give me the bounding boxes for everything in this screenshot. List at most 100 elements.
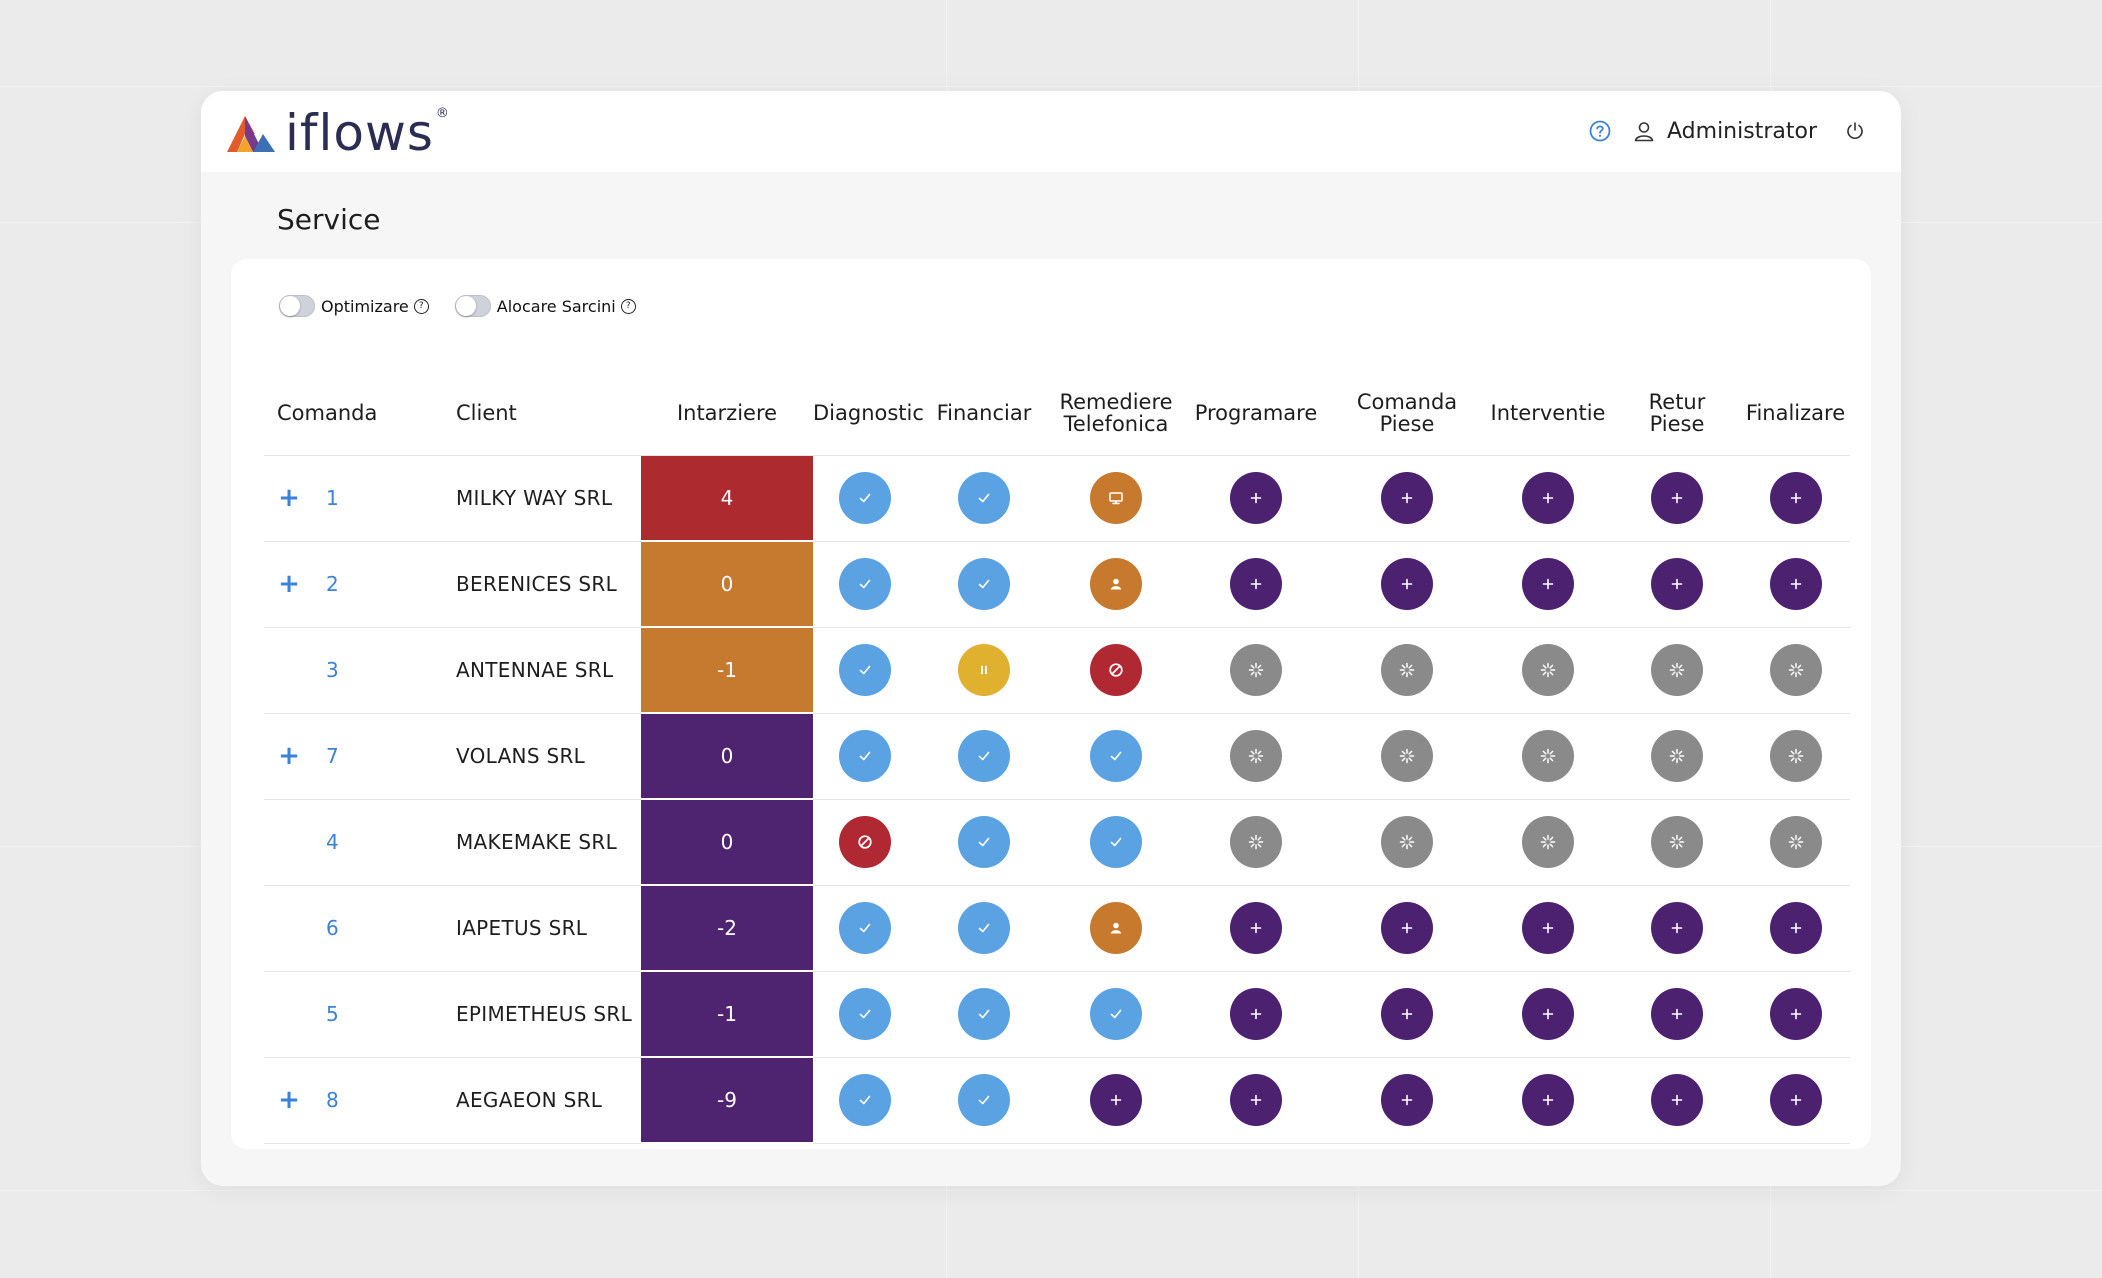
status-add-button[interactable] — [1381, 472, 1433, 525]
status-add-button[interactable] — [1769, 988, 1822, 1040]
order-link[interactable]: 2 — [326, 572, 339, 596]
check-icon — [978, 579, 990, 589]
status-loading-button[interactable] — [1381, 644, 1433, 696]
power-icon[interactable] — [1845, 121, 1865, 141]
status-loading-button[interactable] — [1769, 730, 1822, 782]
status-person-button[interactable] — [1090, 902, 1142, 954]
status-done-button[interactable] — [839, 1074, 891, 1126]
status-done-button[interactable] — [958, 558, 1010, 610]
status-add-button[interactable] — [1522, 558, 1574, 610]
status-done-button[interactable] — [839, 988, 891, 1040]
status-done-button[interactable] — [958, 988, 1010, 1040]
client-name: IAPETUS SRL — [443, 885, 641, 972]
status-add-button[interactable] — [1651, 558, 1703, 610]
status-add-button[interactable] — [1769, 902, 1822, 954]
order-link[interactable]: 7 — [326, 744, 339, 768]
status-add-button[interactable] — [1381, 558, 1433, 610]
status-add-button[interactable] — [1651, 1074, 1703, 1126]
plus-icon — [1110, 1094, 1122, 1106]
status-add-button[interactable] — [1522, 1074, 1574, 1126]
help-icon[interactable]: ? — [413, 298, 429, 314]
page-title: Service — [277, 203, 381, 236]
status-done-button[interactable] — [958, 472, 1010, 525]
status-add-button[interactable] — [1769, 472, 1822, 525]
status-done-button[interactable] — [958, 730, 1010, 782]
toggle-optimizare[interactable]: Optimizare? — [279, 295, 429, 317]
status-add-button[interactable] — [1522, 472, 1574, 525]
status-add-button[interactable] — [1769, 558, 1822, 610]
order-link[interactable]: 4 — [326, 830, 339, 854]
status-add-button[interactable] — [1090, 1074, 1142, 1126]
status-done-button[interactable] — [839, 644, 891, 696]
status-add-button[interactable] — [1230, 1074, 1282, 1126]
status-add-button[interactable] — [1522, 902, 1574, 954]
status-add-button[interactable] — [1651, 988, 1703, 1040]
status-loading-button[interactable] — [1381, 816, 1433, 868]
spinner-icon — [1399, 748, 1415, 764]
order-link[interactable]: 5 — [326, 1002, 339, 1026]
toggle-switch[interactable] — [279, 295, 315, 317]
status-add-button[interactable] — [1230, 472, 1282, 525]
status-done-button[interactable] — [839, 902, 891, 954]
order-link[interactable]: 6 — [326, 916, 339, 940]
status-done-button[interactable] — [958, 902, 1010, 954]
status-loading-button[interactable] — [1769, 816, 1822, 868]
status-loading-button[interactable] — [1522, 730, 1574, 782]
status-add-button[interactable] — [1522, 988, 1574, 1040]
order-link[interactable]: 3 — [326, 658, 339, 682]
status-done-button[interactable] — [1090, 816, 1142, 868]
top-bar: iflows ® Administrator — [201, 91, 1901, 172]
status-loading-button[interactable] — [1522, 816, 1574, 868]
toggle-alocare-sarcini[interactable]: Alocare Sarcini? — [454, 295, 636, 317]
order-link[interactable]: 8 — [326, 1088, 339, 1112]
status-remote-button[interactable] — [1090, 472, 1142, 525]
status-loading-button[interactable] — [1230, 816, 1282, 868]
status-done-button[interactable] — [839, 558, 891, 610]
status-loading-button[interactable] — [1769, 644, 1822, 696]
expand-row-button[interactable]: + — [278, 741, 300, 771]
status-add-button[interactable] — [1230, 558, 1282, 610]
status-paused-button[interactable] — [958, 644, 1010, 696]
user-menu[interactable]: Administrator — [1633, 119, 1817, 144]
status-add-button[interactable] — [1769, 1074, 1822, 1126]
stage-cell-financiar — [917, 541, 1051, 628]
status-done-button[interactable] — [958, 816, 1010, 868]
status-loading-button[interactable] — [1651, 816, 1703, 868]
status-add-button[interactable] — [1230, 988, 1282, 1040]
status-add-button[interactable] — [1651, 472, 1703, 525]
status-add-button[interactable] — [1381, 988, 1433, 1040]
status-add-button[interactable] — [1651, 902, 1703, 954]
status-done-button[interactable] — [1090, 988, 1142, 1040]
status-loading-button[interactable] — [1522, 644, 1574, 696]
status-done-button[interactable] — [1090, 730, 1142, 782]
status-done-button[interactable] — [839, 730, 891, 782]
status-person-button[interactable] — [1090, 558, 1142, 610]
stage-cell-programare — [1181, 885, 1331, 972]
status-add-button[interactable] — [1230, 902, 1282, 954]
status-blocked-button[interactable] — [839, 816, 891, 868]
status-blocked-button[interactable] — [1090, 644, 1142, 696]
toggle-switch[interactable] — [454, 295, 491, 317]
expand-row-button[interactable]: + — [278, 483, 300, 514]
check-icon — [859, 751, 871, 761]
delay-value: -2 — [641, 885, 813, 972]
status-loading-button[interactable] — [1651, 730, 1703, 782]
help-icon[interactable]: ? — [620, 298, 636, 314]
status-add-button[interactable] — [1381, 902, 1433, 954]
order-link[interactable]: 1 — [326, 486, 339, 511]
status-done-button[interactable] — [839, 472, 891, 525]
stage-cell-finalizare — [1741, 455, 1850, 542]
help-circle-icon[interactable] — [1589, 120, 1611, 142]
status-add-button[interactable] — [1381, 1074, 1433, 1126]
expand-row-button[interactable]: + — [278, 1085, 300, 1115]
brand-logo[interactable]: iflows ® — [225, 105, 449, 161]
stage-cell-interventie — [1483, 713, 1613, 800]
user-name: Administrator — [1667, 118, 1817, 144]
status-loading-button[interactable] — [1651, 644, 1703, 696]
expand-row-button[interactable]: + — [278, 569, 300, 599]
status-loading-button[interactable] — [1230, 730, 1282, 782]
status-loading-button[interactable] — [1230, 644, 1282, 696]
status-loading-button[interactable] — [1381, 730, 1433, 782]
status-done-button[interactable] — [958, 1074, 1010, 1126]
delay-value: -1 — [641, 627, 813, 714]
